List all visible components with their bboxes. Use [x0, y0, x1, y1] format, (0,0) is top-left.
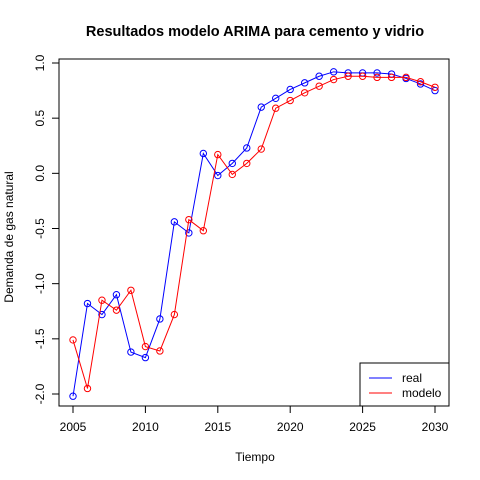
legend-label: real — [402, 371, 422, 385]
data-point-modelo — [272, 104, 280, 112]
data-point-real — [112, 291, 121, 299]
data-point-real — [315, 72, 323, 80]
data-point-modelo — [402, 73, 410, 82]
x-tick-label: 2010 — [132, 420, 159, 434]
data-point-real — [199, 149, 208, 158]
data-point-modelo — [358, 72, 367, 80]
data-point-real — [300, 79, 309, 87]
data-point-real — [83, 299, 92, 308]
data-point-modelo — [387, 73, 396, 82]
data-point-modelo — [83, 384, 92, 393]
plot-frame — [58, 58, 450, 407]
data-point-real — [272, 94, 280, 103]
data-point-real — [286, 85, 294, 94]
data-point-modelo — [141, 342, 150, 351]
data-point-real — [228, 159, 236, 168]
data-point-modelo — [315, 82, 323, 90]
data-point-modelo — [98, 296, 106, 304]
y-axis-label: Demanda de gas natural — [2, 171, 16, 302]
y-tick-label: 0.0 — [33, 165, 47, 182]
data-point-modelo — [344, 72, 352, 80]
data-point-real — [170, 218, 179, 226]
data-point-real — [373, 69, 381, 77]
x-tick-label: 2005 — [60, 420, 87, 434]
data-point-modelo — [416, 78, 425, 86]
y-tick-label: -1.5 — [33, 328, 47, 349]
data-point-modelo — [112, 306, 121, 314]
x-tick-label: 2030 — [422, 420, 449, 434]
data-point-real — [329, 68, 338, 76]
x-tick-label: 2020 — [277, 420, 304, 434]
data-point-real — [69, 392, 77, 400]
data-point-modelo — [431, 83, 439, 91]
y-axis: -2.0 -1.5 -1.0 -0.5 0.0 0.5 1.0 — [33, 54, 59, 404]
data-point-modelo — [185, 215, 193, 224]
data-point-modelo — [127, 286, 135, 294]
legend-box — [359, 362, 450, 407]
data-point-real — [257, 103, 265, 111]
data-point-modelo — [243, 159, 251, 168]
y-tick-label: 0.5 — [33, 110, 47, 127]
x-tick-label: 2025 — [349, 420, 376, 434]
data-point-modelo — [373, 73, 381, 82]
series-line-modelo — [72, 75, 436, 389]
chart-title: Resultados modelo ARIMA para cemento y v… — [86, 24, 424, 40]
data-point-modelo — [228, 170, 236, 179]
data-point-modelo — [329, 75, 338, 84]
y-tick-label: -1.0 — [33, 273, 47, 294]
data-point-modelo — [156, 347, 164, 355]
data-point-real — [141, 353, 150, 362]
x-tick-label: 2015 — [204, 420, 231, 434]
data-point-modelo — [214, 150, 222, 159]
data-point-modelo — [300, 89, 309, 97]
y-tick-label: -0.5 — [33, 218, 47, 239]
data-point-modelo — [286, 96, 294, 105]
y-tick-label: -2.0 — [33, 383, 47, 404]
x-axis-label: Tiempo — [235, 450, 275, 464]
data-point-modelo — [257, 145, 265, 153]
data-point-real — [243, 144, 251, 152]
data-point-real — [185, 229, 193, 237]
data-point-real — [127, 348, 135, 356]
data-point-real — [214, 171, 222, 180]
data-point-real — [416, 80, 425, 88]
x-axis: 2005 2010 2015 2020 2025 2030 — [60, 406, 449, 434]
legend-label: modelo — [402, 386, 442, 400]
data-point-modelo — [170, 310, 179, 319]
y-tick-label: 1.0 — [33, 54, 47, 71]
data-point-modelo — [199, 227, 208, 235]
data-point-real — [156, 315, 164, 323]
data-point-real — [431, 86, 439, 95]
series-layer — [69, 68, 439, 400]
series-line-real — [72, 71, 436, 397]
data-point-real — [98, 310, 106, 319]
data-point-modelo — [69, 336, 77, 344]
